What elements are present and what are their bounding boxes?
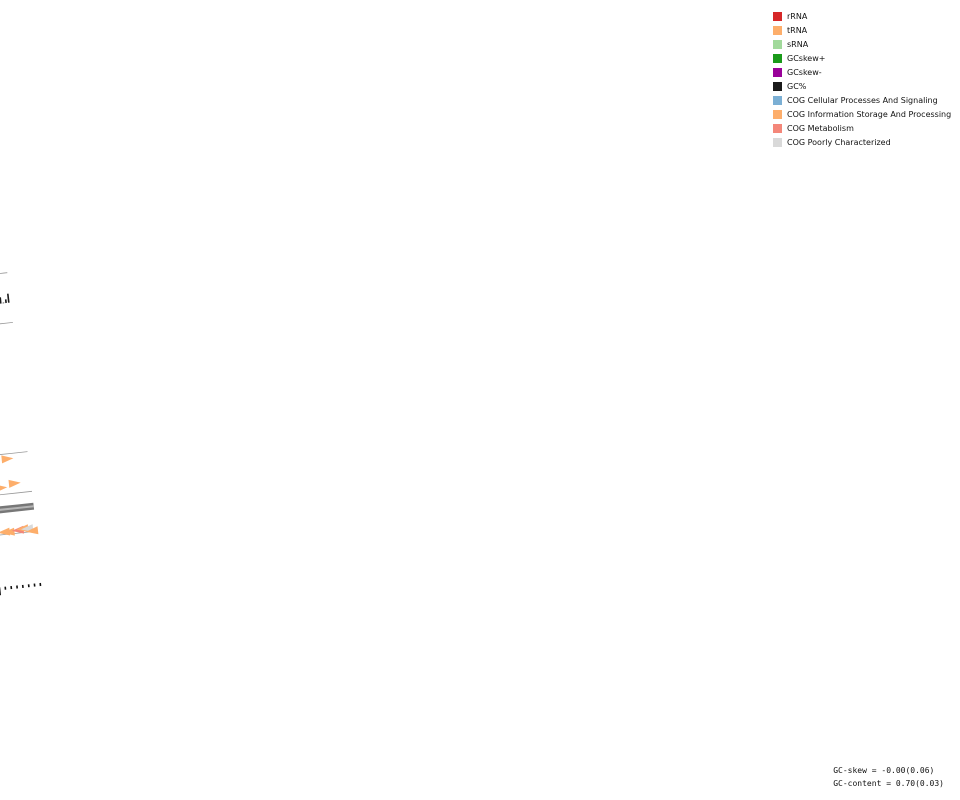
guide-ring bbox=[0, 272, 8, 274]
statistics-panel: GC-skew = -0.00(0.06) GC-content = 0.70(… bbox=[833, 764, 944, 790]
legend-label: tRNA bbox=[787, 25, 808, 35]
legend-swatch bbox=[773, 11, 782, 21]
legend-item-cog-information: COG Information Storage And Processing bbox=[773, 107, 951, 121]
gc-content-track bbox=[0, 293, 10, 304]
guide-ring bbox=[0, 451, 28, 455]
legend-swatch bbox=[773, 81, 782, 91]
gc-content-bar bbox=[7, 293, 10, 303]
legend-item-gcskew-minus: GCskew- bbox=[773, 65, 951, 79]
legend-item-gcskew-plus: GCskew+ bbox=[773, 51, 951, 65]
legend-item-cog-metabolism: COG Metabolism bbox=[773, 121, 951, 135]
legend-swatch bbox=[773, 137, 782, 147]
legend-label: rRNA bbox=[787, 11, 808, 21]
legend-item-cog-cellular: COG Cellular Processes And Signaling bbox=[773, 93, 951, 107]
gc-skew-stat: GC-skew = -0.00(0.06) bbox=[833, 766, 935, 775]
legend-swatch bbox=[773, 123, 782, 133]
legend-item-rrna: rRNA bbox=[773, 9, 951, 23]
gene-feature-arrow bbox=[8, 479, 21, 488]
legend-label: GC% bbox=[787, 81, 807, 91]
inner-tick-ring bbox=[0, 582, 42, 596]
legend-swatch bbox=[773, 67, 782, 77]
legend-swatch bbox=[773, 25, 782, 35]
legend-item-trna: tRNA bbox=[773, 23, 951, 37]
legend-label: sRNA bbox=[787, 39, 809, 49]
legend-item-cog-poorly-characterized: COG Poorly Characterized bbox=[773, 135, 951, 149]
legend-label: COG Poorly Characterized bbox=[787, 137, 891, 147]
legend-label: COG Information Storage And Processing bbox=[787, 109, 952, 119]
gene-feature-arrow bbox=[0, 485, 8, 491]
guide-ring bbox=[0, 322, 13, 325]
legend-label: GCskew- bbox=[787, 67, 822, 77]
legend: rRNA tRNA sRNA GCskew+ GCskew- GC% COG C… bbox=[773, 9, 951, 149]
legend-label: COG Metabolism bbox=[787, 123, 854, 133]
gene-feature-arrow bbox=[2, 527, 15, 536]
legend-label: GCskew+ bbox=[787, 53, 826, 63]
legend-swatch bbox=[773, 95, 782, 105]
gene-feature-arrow bbox=[1, 455, 14, 464]
legend-swatch bbox=[773, 109, 782, 119]
legend-item-gc-content: GC% bbox=[773, 79, 951, 93]
legend-swatch bbox=[773, 53, 782, 63]
feature-track bbox=[0, 455, 39, 536]
gc-content-stat: GC-content = 0.70(0.03) bbox=[833, 779, 944, 788]
legend-swatch bbox=[773, 39, 782, 49]
track-guide-lines bbox=[0, 272, 37, 536]
legend-label: COG Cellular Processes And Signaling bbox=[787, 95, 938, 105]
gc-content-bar bbox=[0, 297, 2, 304]
genome-backbone bbox=[0, 502, 35, 514]
gene-feature-arrow bbox=[26, 526, 39, 535]
legend-item-srna: sRNA bbox=[773, 37, 951, 51]
